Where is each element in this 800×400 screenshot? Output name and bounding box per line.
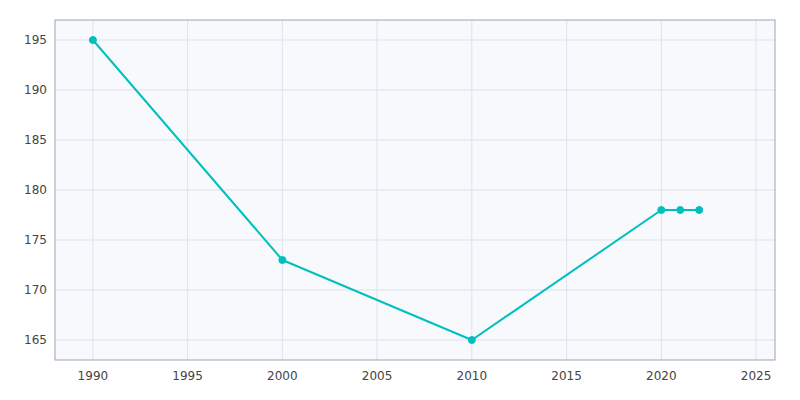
- x-tick-label: 2020: [646, 369, 677, 383]
- chart-container: 165 170 175 180 185 190 195 1990 1995 2000 2005 201…: [0, 0, 800, 400]
- chart: 165 170 175 180 185 190 195 1990 1995 2000 2005 201…: [0, 0, 800, 400]
- y-tick-label: 165: [24, 333, 47, 347]
- marker: [658, 207, 665, 214]
- grid-line-x: [187, 20, 188, 360]
- grid-line-y: [55, 340, 775, 341]
- grid-line-y: [55, 40, 775, 41]
- plot-frame: [55, 20, 775, 360]
- marker: [279, 257, 286, 264]
- x-tick-label: 2000: [267, 369, 298, 383]
- y-tick-label: 190: [24, 83, 47, 97]
- grid-line-y: [55, 90, 775, 91]
- y-tick-label: 170: [24, 283, 47, 297]
- grid-line-y: [55, 140, 775, 141]
- y-tick-label: 195: [24, 33, 47, 47]
- grid-line-x: [661, 20, 662, 360]
- x-tick-label: 2025: [741, 369, 772, 383]
- x-tick-label: 1995: [172, 369, 203, 383]
- grid-line-y: [55, 190, 775, 191]
- x-tick-label: 1990: [78, 369, 109, 383]
- y-tick-label: 175: [24, 233, 47, 247]
- y-tick-label: 180: [24, 183, 47, 197]
- x-tick-label: 2005: [362, 369, 393, 383]
- y-tick-label: 185: [24, 133, 47, 147]
- grid-line-x: [566, 20, 567, 360]
- marker: [696, 207, 703, 214]
- x-tick-label: 2015: [551, 369, 582, 383]
- grid-line-x: [756, 20, 757, 360]
- marker: [468, 337, 475, 344]
- x-tick-label: 2010: [457, 369, 488, 383]
- grid-line-y: [55, 240, 775, 241]
- grid-line-x: [377, 20, 378, 360]
- grid-line-y: [55, 290, 775, 291]
- grid-line-x: [282, 20, 283, 360]
- axes: 165 170 175 180 185 190 195 1990 1995 2000 2005 201…: [24, 33, 771, 384]
- marker: [677, 207, 684, 214]
- plot-background: [55, 20, 775, 360]
- series: [89, 37, 702, 344]
- marker: [89, 37, 96, 44]
- grid-line-x: [92, 20, 93, 360]
- line: [93, 40, 699, 340]
- grid-line-x: [471, 20, 472, 360]
- grid: [55, 20, 775, 360]
